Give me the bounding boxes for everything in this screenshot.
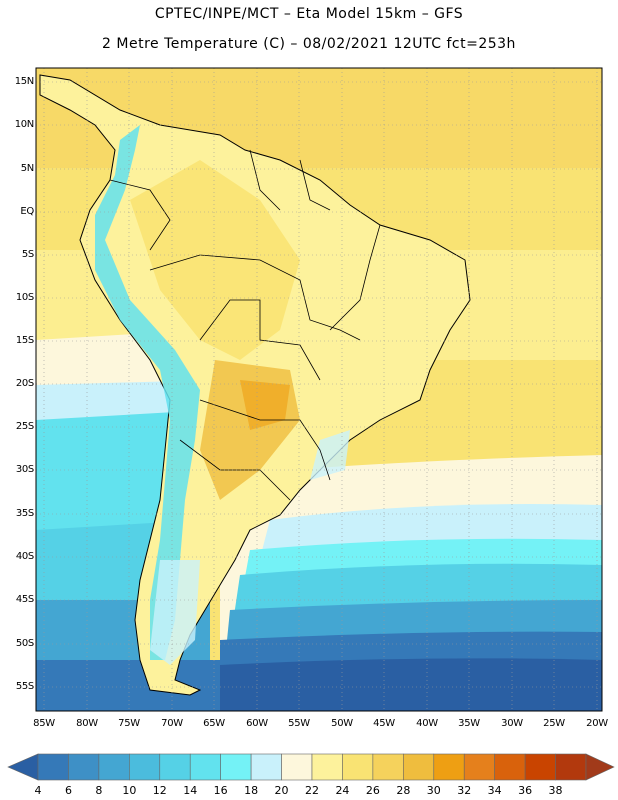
colorbar-swatch	[494, 753, 526, 781]
colorbar-tick-label: 4	[34, 784, 42, 797]
colorbar-swatch	[37, 753, 69, 781]
colorbar	[7, 753, 615, 781]
lon-label: 70W	[161, 718, 183, 729]
colorbar-swatch	[129, 753, 161, 781]
colorbar-arrow-low	[7, 753, 39, 781]
colorbar-swatch	[311, 753, 343, 781]
lat-label: 15S	[15, 335, 34, 346]
colorbar-tick-label: 20	[274, 784, 289, 797]
colorbar-tick-label: 14	[183, 784, 198, 797]
colorbar-tick-label: 38	[548, 784, 563, 797]
colorbar-swatch	[342, 753, 374, 781]
colorbar-tick-label: 26	[365, 784, 380, 797]
colorbar-tick-label: 24	[335, 784, 350, 797]
lat-label: 45S	[15, 594, 34, 605]
lon-label: 30W	[501, 718, 523, 729]
lon-label: 45W	[373, 718, 395, 729]
colorbar-tick-label: 16	[213, 784, 228, 797]
colorbar-swatch	[372, 753, 404, 781]
colorbar-tick-label: 28	[396, 784, 411, 797]
title-line-2: 2 Metre Temperature (C) – 08/02/2021 12U…	[102, 36, 516, 52]
colorbar-swatch	[220, 753, 252, 781]
lat-label: 55S	[15, 681, 34, 692]
colorbar-tick-label: 8	[95, 784, 103, 797]
lat-label: 20S	[15, 378, 34, 389]
colorbar-swatch	[159, 753, 191, 781]
lat-label: 5S	[21, 249, 34, 260]
colorbar-tick-label: 18	[244, 784, 259, 797]
lat-label: 15N	[14, 76, 35, 87]
colorbar-swatch	[68, 753, 100, 781]
lat-label: 50S	[15, 638, 34, 649]
colorbar-swatch	[281, 753, 313, 781]
lon-label: 80W	[76, 718, 98, 729]
colorbar-tick-label: 10	[122, 784, 137, 797]
map-panel	[36, 68, 602, 711]
lon-label: 60W	[246, 718, 268, 729]
lon-label: 85W	[33, 718, 55, 729]
colorbar-swatch	[250, 753, 282, 781]
lat-label: 30S	[15, 464, 34, 475]
colorbar-swatch	[524, 753, 556, 781]
lat-label: EQ	[20, 206, 34, 217]
colorbar-tick-label: 22	[305, 784, 319, 797]
lat-label: 25S	[15, 421, 34, 432]
lon-label: 65W	[203, 718, 225, 729]
lon-label: 55W	[288, 718, 310, 729]
colorbar-arrow-high	[585, 753, 615, 781]
lat-label: 10N	[14, 119, 35, 130]
colorbar-tick-label: 12	[152, 784, 167, 797]
colorbar-tick-label: 6	[64, 784, 72, 797]
map-frame	[35, 67, 603, 712]
lon-label: 40W	[416, 718, 438, 729]
colorbar-swatch	[403, 753, 435, 781]
lat-label: 35S	[15, 508, 34, 519]
lat-label: 5N	[20, 163, 35, 174]
title-line-1: CPTEC/INPE/MCT – Eta Model 15km – GFS	[154, 6, 464, 22]
colorbar-tick-label: 34	[487, 784, 502, 797]
colorbar-swatch	[433, 753, 465, 781]
lon-label: 25W	[543, 718, 565, 729]
colorbar-tick-label: 30	[426, 784, 441, 797]
colorbar-swatch	[463, 753, 495, 781]
lat-label: 40S	[15, 551, 34, 562]
colorbar-swatch	[189, 753, 221, 781]
colorbar-tick-label: 36	[518, 784, 533, 797]
lon-label: 50W	[331, 718, 353, 729]
lon-label: 75W	[118, 718, 140, 729]
lon-label: 35W	[458, 718, 480, 729]
colorbar-swatch	[98, 753, 130, 781]
lon-label: 20W	[586, 718, 608, 729]
colorbar-swatch	[555, 753, 587, 781]
lat-label: 10S	[15, 292, 34, 303]
colorbar-tick-label: 32	[457, 784, 472, 797]
